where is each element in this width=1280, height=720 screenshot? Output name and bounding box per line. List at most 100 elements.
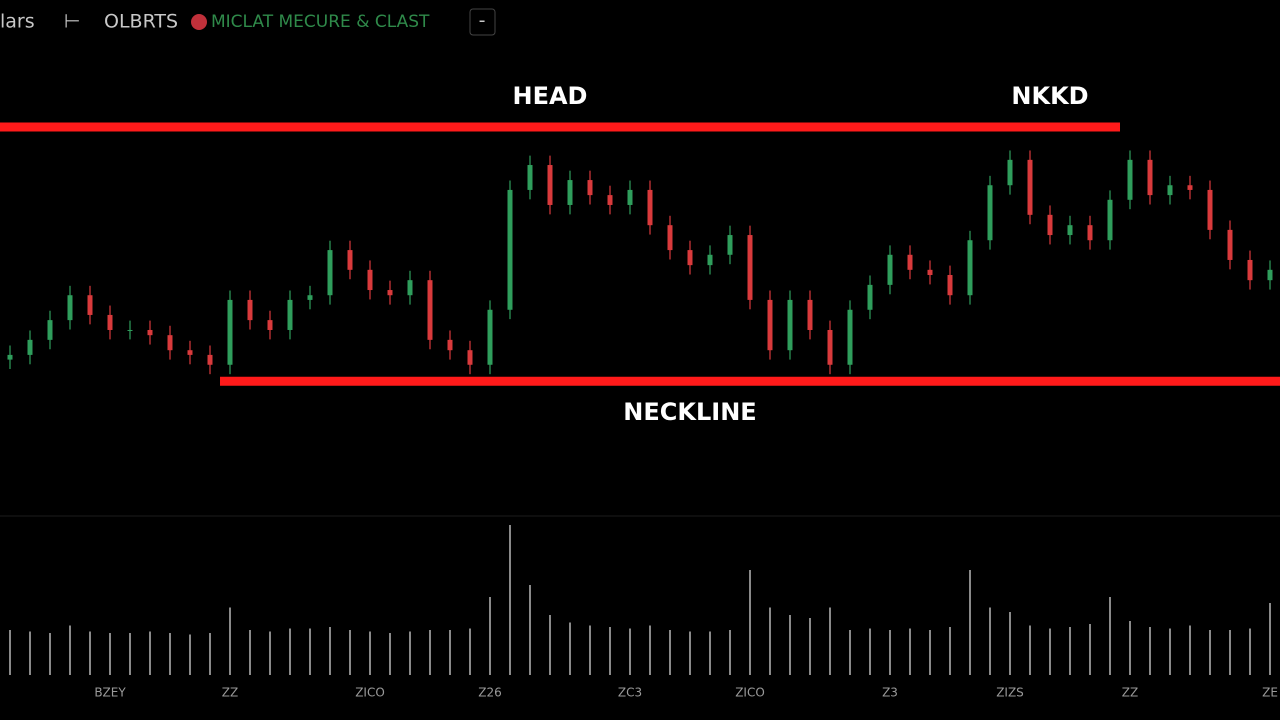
- volume-bar: [529, 585, 531, 675]
- candle-body: [1027, 159, 1033, 215]
- toolbar-item[interactable]: OLBRTS: [104, 11, 178, 33]
- candle-body: [1207, 189, 1213, 230]
- toolbar-item[interactable]: -: [479, 10, 486, 32]
- volume-bar: [889, 630, 891, 675]
- candle-body: [127, 329, 133, 331]
- candle-body: [487, 309, 493, 365]
- volume-bar: [429, 630, 431, 675]
- x-tick-label: Z26: [478, 686, 502, 700]
- volume-bar: [1049, 628, 1051, 675]
- candle-body: [867, 284, 873, 310]
- volume-bar: [329, 627, 331, 675]
- volume-bar: [989, 607, 991, 675]
- volume-bar: [489, 597, 491, 675]
- volume-bar: [849, 630, 851, 675]
- x-tick-label: ZICO: [355, 686, 385, 700]
- volume-bar: [449, 630, 451, 675]
- x-tick-label: Z3: [882, 686, 898, 700]
- volume-bar: [169, 633, 171, 675]
- candle-body: [67, 295, 73, 321]
- candle-body: [1267, 269, 1273, 281]
- x-tick-label: ZZ: [222, 686, 238, 700]
- candle-body: [827, 329, 833, 365]
- volume-bar: [149, 631, 151, 675]
- candle-body: [107, 314, 113, 330]
- volume-bar: [129, 633, 131, 675]
- volume-bar: [789, 615, 791, 675]
- volume-bar: [569, 622, 571, 675]
- candle-body: [327, 250, 333, 296]
- volume-bar: [1009, 612, 1011, 675]
- x-tick-label: BZEY: [94, 686, 126, 700]
- volume-bar: [89, 631, 91, 675]
- candle-body: [1247, 259, 1253, 281]
- volume-bar: [749, 570, 751, 675]
- volume-bar: [1069, 627, 1071, 675]
- candle-body: [727, 235, 733, 255]
- candle-body: [1147, 159, 1153, 196]
- candle-body: [207, 354, 213, 365]
- candle-body: [287, 299, 293, 330]
- volume-bar: [609, 627, 611, 675]
- candle-body: [1067, 225, 1073, 236]
- x-tick-label: ZZ: [1122, 686, 1138, 700]
- candle-body: [1127, 159, 1133, 200]
- candle-body: [167, 335, 173, 351]
- volume-bar: [1189, 625, 1191, 675]
- candle-body: [1107, 199, 1113, 241]
- candle-body: [787, 299, 793, 351]
- volume-bar: [309, 628, 311, 675]
- candle-body: [547, 165, 553, 205]
- x-tick-label: ZC3: [618, 686, 642, 700]
- candle-body: [1047, 214, 1053, 236]
- toolbar-item[interactable]: ⊢: [64, 11, 81, 33]
- toolbar-item[interactable]: lars: [0, 11, 35, 33]
- candle-body: [707, 254, 713, 266]
- volume-bar: [769, 607, 771, 675]
- candle-body: [407, 280, 413, 296]
- volume-bar: [69, 625, 71, 675]
- volume-bar: [729, 630, 731, 675]
- candle-body: [627, 189, 633, 205]
- volume-bar: [969, 570, 971, 675]
- candle-body: [527, 165, 533, 190]
- candle-body: [47, 320, 53, 340]
- volume-bar: [1109, 597, 1111, 675]
- candle-body: [927, 269, 933, 275]
- volume-bar: [189, 634, 191, 675]
- status-dot: [191, 14, 207, 30]
- candle-body: [1187, 185, 1193, 190]
- volume-bar: [509, 525, 511, 675]
- volume-bar: [1169, 628, 1171, 675]
- volume-bar: [589, 625, 591, 675]
- volume-bar: [389, 633, 391, 675]
- volume-bar: [829, 607, 831, 675]
- volume-bar: [1269, 603, 1271, 675]
- volume-bar: [1149, 627, 1151, 675]
- candle-body: [747, 235, 753, 300]
- candle-body: [447, 339, 453, 351]
- candle-body: [1167, 185, 1173, 196]
- candle-body: [87, 295, 93, 315]
- volume-bar: [469, 628, 471, 675]
- candle-body: [1087, 225, 1093, 241]
- candle-body: [907, 254, 913, 270]
- candle-body: [467, 350, 473, 365]
- volume-bar: [249, 630, 251, 675]
- candle-body: [947, 275, 953, 296]
- candle-body: [767, 299, 773, 351]
- candle-body: [367, 269, 373, 291]
- candle-body: [647, 189, 653, 226]
- x-tick-label: ZIZS: [996, 686, 1024, 700]
- toolbar-button[interactable]: [469, 8, 496, 36]
- candle-body: [607, 195, 613, 205]
- toolbar-item[interactable]: MICLAT MECURE & CLAST: [211, 12, 430, 32]
- volume-bar: [1029, 625, 1031, 675]
- volume-bar: [1249, 628, 1251, 675]
- candle-body: [7, 354, 13, 360]
- volume-bar: [669, 630, 671, 675]
- candle-body: [1007, 159, 1013, 186]
- volume-bar: [409, 631, 411, 675]
